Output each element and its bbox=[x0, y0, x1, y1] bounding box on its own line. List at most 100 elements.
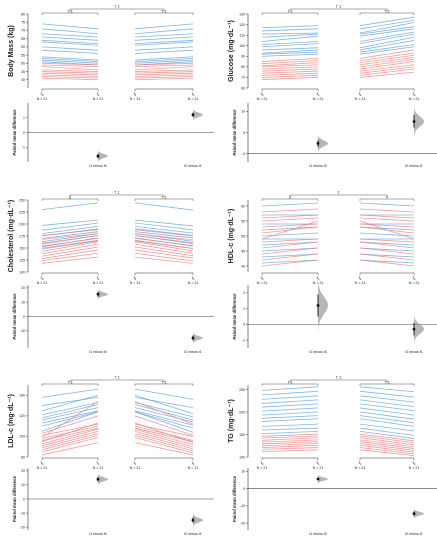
paired-line bbox=[41, 411, 99, 432]
y-tick-label: 175 bbox=[19, 234, 25, 238]
paired-line bbox=[359, 36, 415, 49]
y-tick-label: 70 bbox=[241, 76, 245, 80]
paired-line bbox=[134, 241, 194, 252]
comparison-label: t1 minus t0 bbox=[309, 532, 327, 536]
paired-line bbox=[359, 259, 415, 264]
paired-line bbox=[41, 415, 99, 434]
significance-marker: † ‡ bbox=[287, 9, 293, 14]
paired-line bbox=[41, 33, 99, 38]
significance-bracket bbox=[289, 379, 388, 383]
paired-line bbox=[359, 217, 415, 222]
paired-line bbox=[134, 28, 194, 35]
y-axis-label: LDL-c (mg·dL⁻¹) bbox=[8, 394, 15, 448]
bootstrap-distribution bbox=[318, 279, 328, 332]
paired-line bbox=[41, 432, 99, 449]
paired-line bbox=[134, 228, 194, 236]
paired-line bbox=[41, 249, 99, 259]
paired-line bbox=[41, 401, 99, 438]
y-tick-label: 80 bbox=[21, 455, 25, 459]
diff-y-tick-label: -1 bbox=[242, 338, 245, 342]
paired-line bbox=[359, 33, 415, 44]
mean-difference-point bbox=[96, 292, 100, 296]
x-tick-label: t0 bbox=[41, 91, 44, 97]
paired-line bbox=[41, 59, 99, 64]
n-label: N = 21 bbox=[93, 466, 104, 470]
paired-line bbox=[359, 40, 415, 51]
paired-line bbox=[261, 437, 319, 441]
paired-line bbox=[134, 396, 194, 409]
paired-line bbox=[134, 388, 194, 400]
paired-line bbox=[134, 49, 194, 54]
significance-bracket bbox=[41, 12, 99, 15]
n-label: N = 21 bbox=[313, 466, 324, 470]
paired-line bbox=[134, 430, 194, 448]
paired-line bbox=[359, 259, 415, 267]
x-tick-label: t1 bbox=[359, 275, 362, 281]
paired-line bbox=[134, 239, 194, 249]
significance-bracket bbox=[41, 383, 99, 386]
paired-line bbox=[359, 435, 415, 443]
n-label: N = 21 bbox=[188, 281, 199, 285]
x-tick-label: t2 bbox=[192, 460, 195, 466]
paired-line bbox=[134, 72, 194, 76]
y-tick-label: 75 bbox=[21, 21, 25, 25]
paired-line bbox=[134, 401, 194, 425]
paired-line bbox=[359, 403, 415, 412]
y-tick-label: 80 bbox=[241, 65, 245, 69]
paired-line bbox=[359, 22, 415, 34]
diff-y-tick-label: 10 bbox=[241, 470, 245, 474]
significance-marker: † ‡ bbox=[161, 9, 167, 14]
x-tick-label: t2 bbox=[192, 275, 195, 281]
y-tick-label: 200 bbox=[239, 410, 245, 414]
y-tick-label: 150 bbox=[19, 246, 25, 250]
paired-line bbox=[41, 240, 99, 250]
diff-y-tick-label: 5 bbox=[243, 131, 245, 135]
paired-line bbox=[41, 239, 99, 249]
paired-line bbox=[134, 415, 194, 436]
paired-line bbox=[134, 246, 194, 257]
diff-y-axis-label: Paired mean difference bbox=[232, 293, 237, 340]
paired-line bbox=[261, 47, 319, 51]
paired-line bbox=[359, 247, 415, 255]
significance-bracket bbox=[359, 12, 415, 15]
paired-line bbox=[134, 404, 194, 421]
significance-marker: ‡ bbox=[69, 195, 71, 200]
significance-bracket bbox=[134, 383, 194, 386]
paired-line bbox=[41, 76, 99, 79]
paired-line bbox=[41, 23, 99, 30]
paired-line bbox=[134, 410, 194, 426]
y-axis-label: TG (mg·dL⁻¹) bbox=[228, 399, 235, 443]
diff-y-tick-label: 0 bbox=[23, 315, 25, 319]
paired-line bbox=[41, 442, 99, 456]
mean-difference-point bbox=[191, 336, 195, 340]
n-label: N = 21 bbox=[130, 97, 141, 101]
diff-y-tick-label: 0 bbox=[23, 497, 25, 501]
paired-line bbox=[261, 202, 319, 207]
bootstrap-distribution bbox=[414, 314, 424, 344]
paired-line bbox=[261, 66, 319, 70]
bootstrap-distribution bbox=[193, 513, 203, 527]
paired-line bbox=[134, 41, 194, 46]
paired-line bbox=[359, 449, 415, 457]
diff-y-tick-label: -10 bbox=[20, 511, 25, 515]
paired-line bbox=[134, 62, 194, 66]
paired-line bbox=[134, 74, 194, 77]
paired-line bbox=[261, 435, 319, 439]
y-tick-label: 120 bbox=[19, 414, 25, 418]
x-tick-label: t1 bbox=[134, 91, 137, 97]
bootstrap-distribution bbox=[414, 106, 424, 137]
y-tick-label: 45 bbox=[241, 249, 245, 253]
paired-line bbox=[134, 46, 194, 51]
mean-difference-point bbox=[191, 518, 195, 522]
n-label: N = 21 bbox=[130, 281, 141, 285]
paired-line bbox=[134, 58, 194, 63]
significance-marker: † ‡ bbox=[384, 9, 390, 14]
paired-line bbox=[134, 411, 194, 429]
paired-line bbox=[261, 43, 319, 48]
paired-line bbox=[261, 399, 319, 404]
paired-line bbox=[359, 390, 415, 398]
paired-line bbox=[261, 415, 319, 419]
paired-line bbox=[261, 238, 319, 243]
diff-y-tick-label: 2 bbox=[243, 291, 245, 295]
